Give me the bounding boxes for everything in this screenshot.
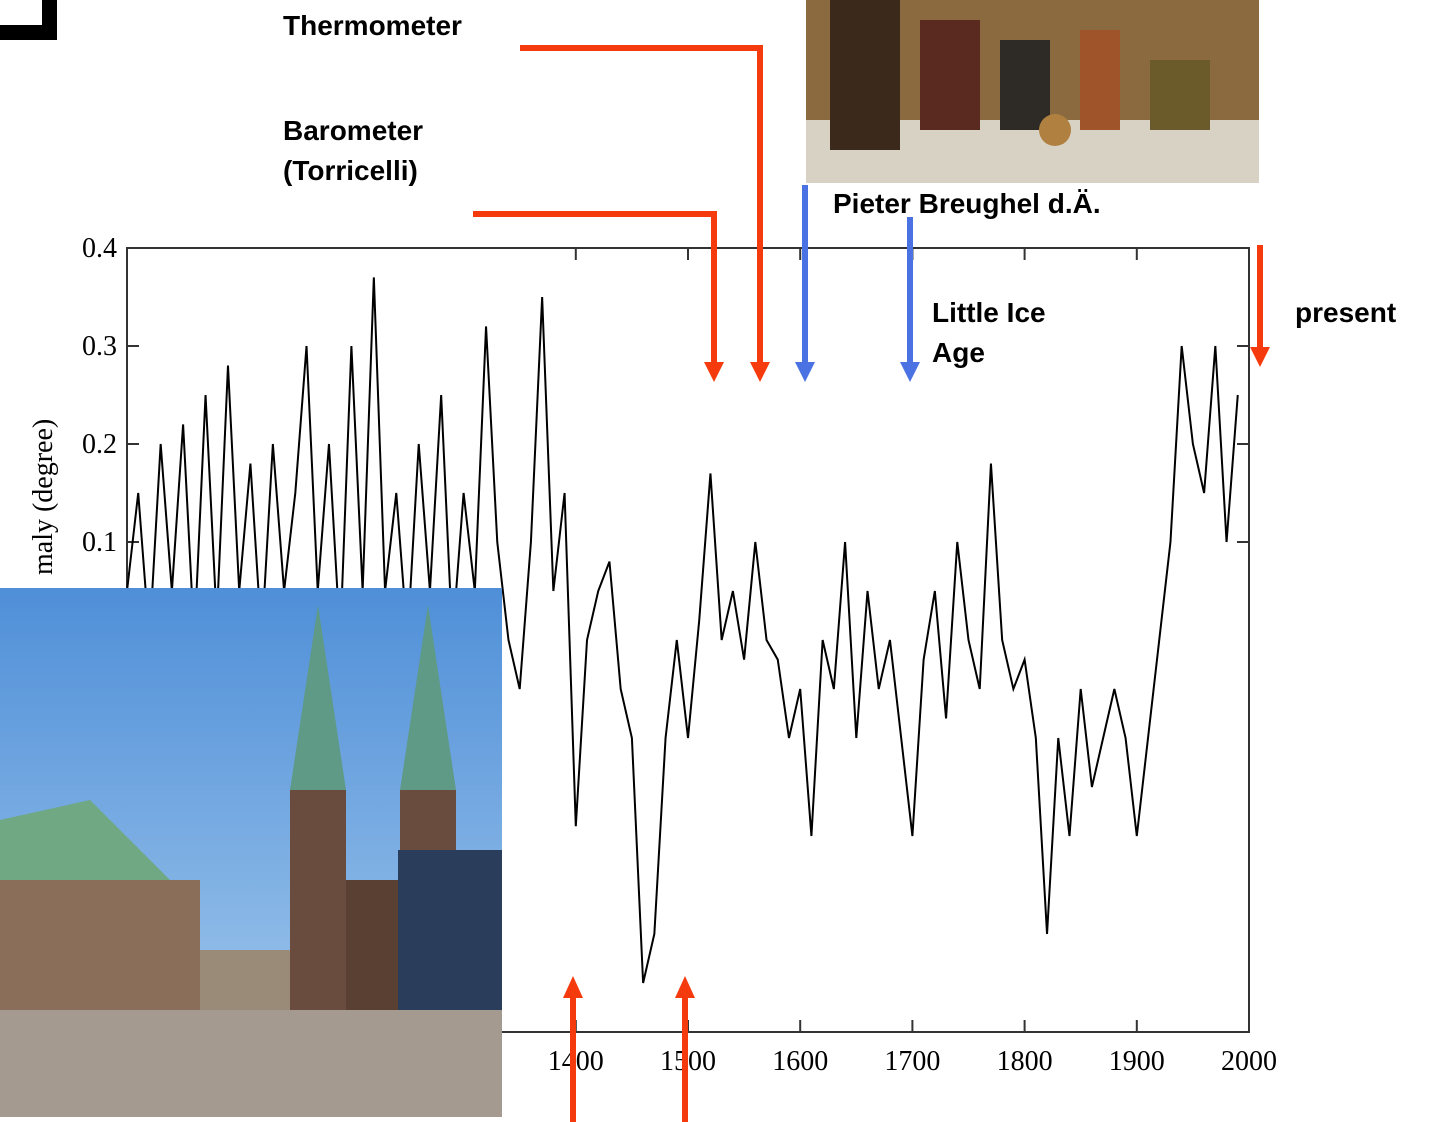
city-photo [0, 588, 502, 1117]
annotation: Age [932, 337, 985, 368]
painting [806, 0, 1259, 183]
annotation: Barometer [283, 115, 423, 146]
y-tick-label: 0.4 [82, 233, 117, 264]
y-tick-label: 0.2 [82, 429, 117, 460]
x-tick-label: 1700 [884, 1046, 940, 1077]
x-tick-label: 2000 [1221, 1046, 1277, 1077]
annotation: Pieter Breughel d.Ä. [833, 188, 1101, 219]
annotation: Thermometer [283, 10, 462, 41]
x-tick-label: 1600 [772, 1046, 828, 1077]
slide: 0.10.20.30.41400150016001700180019002000… [0, 0, 1449, 1122]
y-axis-label: maly (degree) [28, 419, 59, 575]
x-tick-label: 1800 [997, 1046, 1053, 1077]
annotation: Little Ice [932, 297, 1046, 328]
annotation: present [1295, 297, 1396, 328]
annotation: (Torricelli) [283, 155, 418, 186]
y-tick-label: 0.1 [82, 527, 117, 558]
y-tick-label: 0.3 [82, 331, 117, 362]
corner-mark [0, 0, 57, 40]
x-tick-label: 1900 [1109, 1046, 1165, 1077]
